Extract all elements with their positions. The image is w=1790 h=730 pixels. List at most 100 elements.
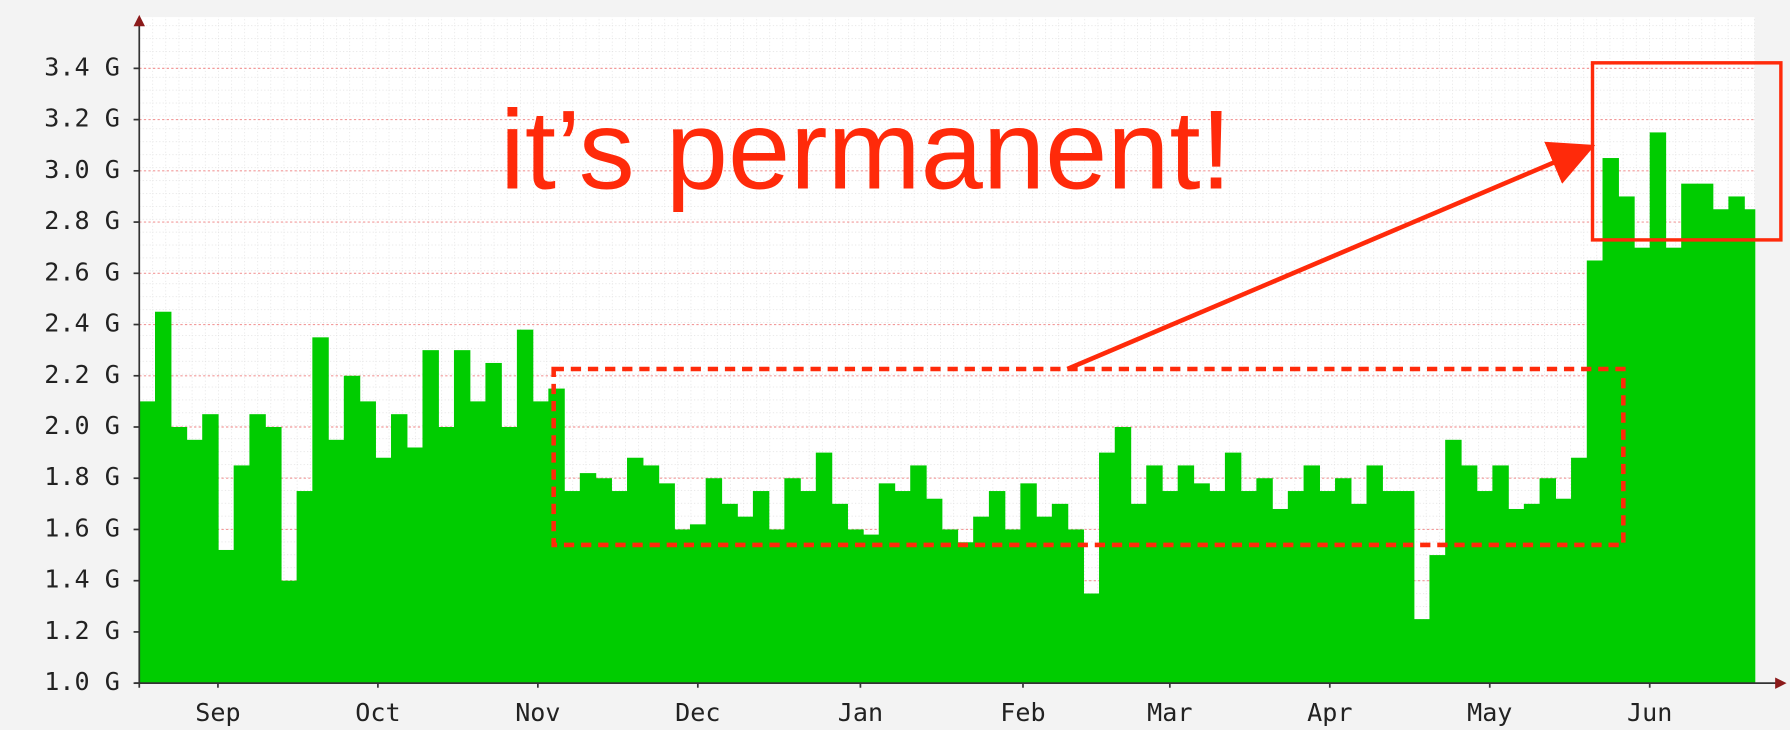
area-step [611, 491, 628, 684]
area-step [501, 426, 518, 684]
area-step [1696, 183, 1714, 684]
y-tick-label: 2.2 G [44, 360, 120, 389]
area-step [233, 465, 251, 684]
area-step [674, 529, 691, 684]
area-step [1020, 483, 1037, 684]
area-step [139, 401, 156, 684]
area-step [438, 426, 455, 684]
area-step [925, 498, 943, 684]
area-step [595, 478, 612, 684]
area-step [1067, 529, 1084, 684]
area-step [988, 491, 1006, 684]
area-step [658, 483, 675, 684]
area-step [1004, 529, 1022, 684]
y-tick-label: 2.4 G [44, 309, 120, 338]
area-step [170, 426, 188, 684]
area-step [579, 473, 597, 684]
area-step [564, 491, 581, 684]
x-tick-label: Sep [195, 698, 240, 727]
area-step [1335, 478, 1352, 684]
area-step [1083, 593, 1100, 684]
area-step [894, 491, 911, 684]
area-step [1523, 503, 1541, 684]
area-step [1036, 516, 1053, 684]
area-step [359, 401, 376, 684]
area-step [249, 414, 266, 684]
area-step [516, 329, 534, 684]
y-tick-label: 3.4 G [44, 52, 120, 81]
area-step [265, 426, 282, 684]
area-step [831, 503, 848, 684]
area-step [1476, 491, 1494, 684]
area-step [186, 439, 203, 684]
y-axis-arrow [133, 14, 145, 27]
area-step [1350, 503, 1368, 684]
area-step [1114, 426, 1132, 684]
area-step [1161, 491, 1179, 684]
area-step [217, 549, 235, 684]
area-step [375, 457, 392, 684]
area-step [1460, 465, 1478, 684]
area-step [1224, 452, 1242, 684]
area-step [1618, 196, 1635, 684]
area-step [1633, 247, 1651, 684]
area-step [469, 401, 487, 684]
area-step [548, 388, 565, 684]
area-step [1130, 503, 1147, 684]
area-step [863, 534, 880, 684]
x-axis-arrow [1775, 677, 1787, 689]
area-step [312, 337, 329, 684]
y-tick-label: 1.4 G [44, 565, 120, 594]
y-tick-label: 3.2 G [44, 104, 120, 133]
area-step [815, 452, 833, 684]
area-step [1681, 183, 1698, 684]
area [139, 132, 1756, 684]
y-tick-label: 1.2 G [44, 616, 120, 645]
area-step [1256, 478, 1273, 684]
area-step [768, 529, 786, 684]
area-step [1539, 478, 1557, 684]
area-step [627, 457, 644, 684]
area-step [705, 478, 723, 684]
area-step [453, 350, 471, 684]
highlight-box [551, 366, 1626, 548]
y-tick-label: 2.0 G [44, 411, 120, 440]
area-step [1240, 491, 1258, 684]
area-step [406, 447, 424, 684]
area-step [1602, 158, 1619, 684]
area-step [296, 491, 314, 684]
x-tick-label: Apr [1307, 698, 1352, 727]
area-step [1397, 491, 1415, 684]
area-step [642, 465, 660, 684]
area-step [1445, 439, 1462, 684]
area-step [1712, 209, 1730, 684]
x-tick-label: Oct [355, 698, 400, 727]
y-tick-label: 1.8 G [44, 462, 120, 491]
area-step [1099, 452, 1116, 684]
area-step [1319, 491, 1336, 684]
y-tick-label: 2.6 G [44, 257, 120, 286]
area-step [1649, 132, 1667, 684]
y-tick-label: 3.0 G [44, 155, 120, 184]
area-step [155, 311, 172, 684]
x-tick-label: Feb [1000, 698, 1045, 727]
arrow [1066, 141, 1596, 372]
area-step [1366, 465, 1383, 684]
area-step [1665, 247, 1682, 684]
area-step [1287, 491, 1305, 684]
area-step [878, 483, 896, 684]
area-step [1303, 465, 1320, 684]
axes: 1.0 G 1.2 G 1.4 G 1.6 G 1.8 G 2.0 G 2.2 G 2.4 G… [44, 14, 1787, 727]
area-step [910, 465, 927, 684]
area-step [1571, 457, 1588, 684]
area-step [1146, 465, 1163, 684]
area-step [847, 529, 864, 684]
area-step [957, 542, 974, 684]
x-tick-label: Jun [1627, 698, 1672, 727]
y-tick-label: 2.8 G [44, 206, 120, 235]
area-step [1209, 491, 1226, 684]
area-step [1193, 483, 1210, 684]
x-tick-label: Jan [838, 698, 883, 727]
x-tick-label: May [1467, 698, 1512, 727]
area-step [1051, 503, 1069, 684]
